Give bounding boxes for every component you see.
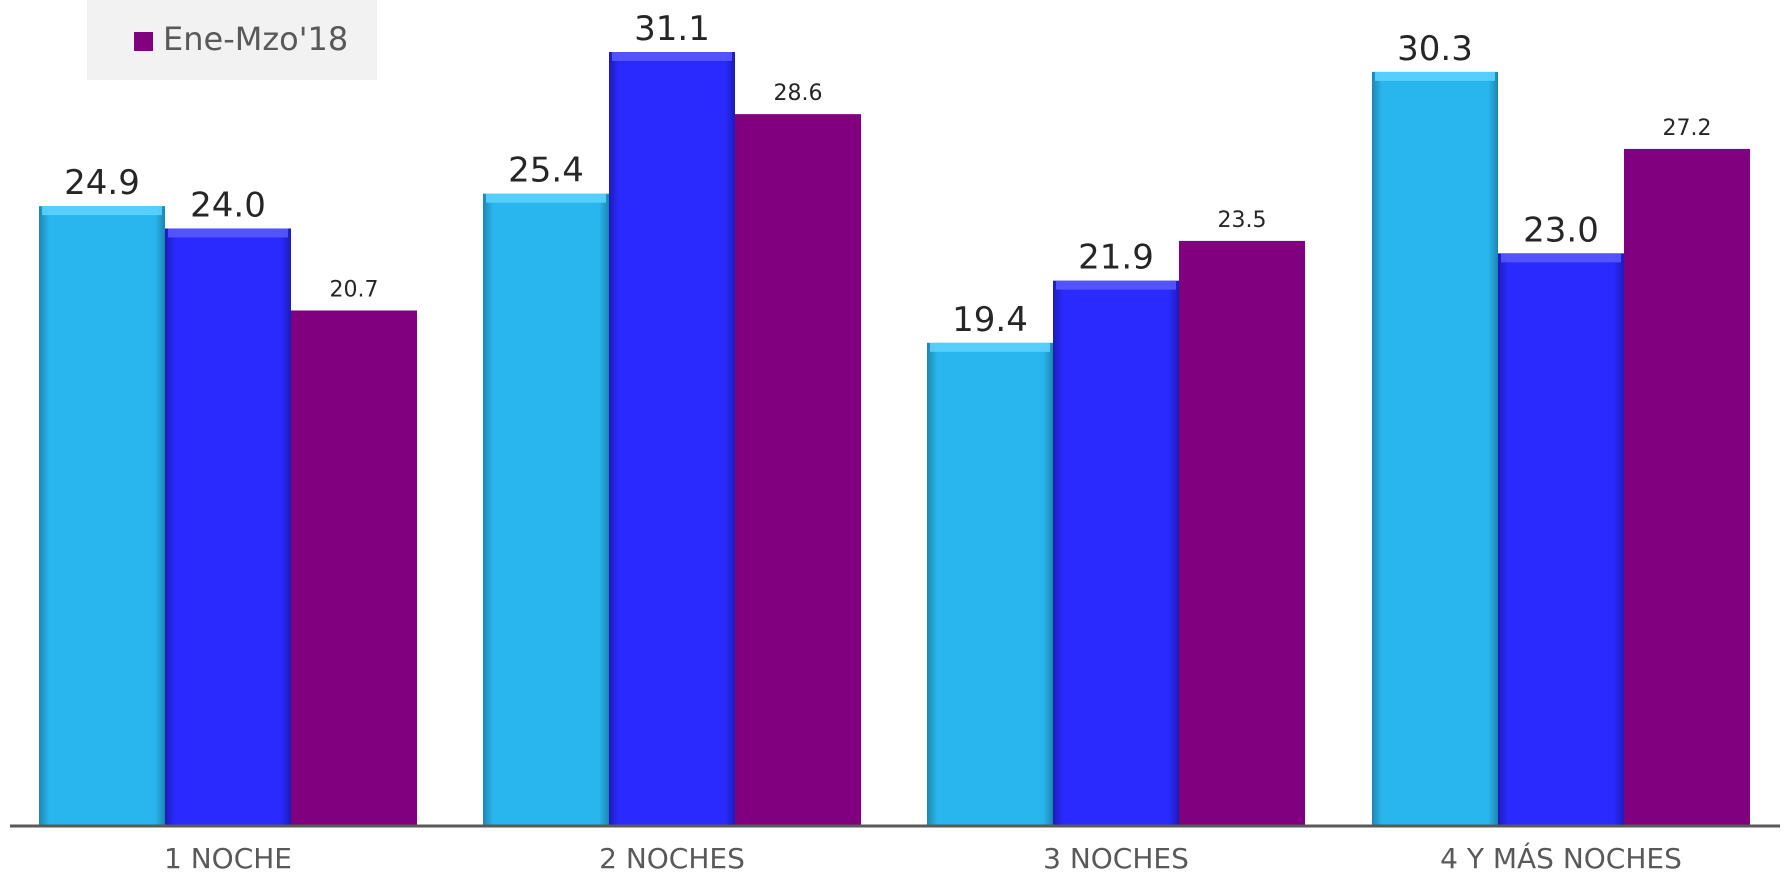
data-label-4-y-mas-noches-series-1: 30.3 — [1397, 29, 1473, 69]
bar-1-noche-series-1 — [39, 206, 165, 825]
bar-4-y-mas-noches-series-2 — [1498, 253, 1624, 825]
legend-swatch-ene-mzo-18 — [134, 32, 153, 51]
bar-2-noches-series-3 — [735, 114, 861, 826]
bar-4-y-mas-noches-series-3 — [1624, 148, 1750, 826]
legend-label-ene-mzo-18: Ene-Mzo'18 — [163, 20, 349, 58]
bar-bevel-3-noches-series-1 — [930, 342, 1050, 352]
data-label-3-noches-series-1: 19.4 — [952, 300, 1028, 340]
bar-3-noches-series-1 — [927, 342, 1053, 825]
data-labels: 24.9 24.0 20.7 25.4 31.1 28.6 19.4 21.9 23.5 30.3… — [64, 9, 1711, 340]
bar-2-noches-series-2 — [609, 52, 735, 825]
bar-1-noche-series-2 — [165, 228, 291, 826]
data-label-1-noche-series-3: 20.7 — [330, 277, 379, 302]
x-tick-label-2-noches: 2 NOCHES — [599, 842, 745, 875]
bar-bevel-1-noche-series-2 — [168, 228, 288, 238]
bar-4-y-mas-noches-series-1 — [1372, 71, 1498, 825]
bar-3-noches-series-2 — [1053, 280, 1179, 825]
data-label-1-noche-series-2: 24.0 — [190, 185, 266, 225]
x-tick-label-1-noche: 1 NOCHE — [164, 842, 292, 875]
bar-3-noches-series-3 — [1179, 240, 1305, 825]
data-label-4-y-mas-noches-series-2: 23.0 — [1523, 210, 1599, 250]
data-label-2-noches-series-3: 28.6 — [774, 81, 823, 106]
data-label-1-noche-series-1: 24.9 — [64, 163, 140, 203]
data-label-3-noches-series-2: 21.9 — [1078, 238, 1154, 278]
data-label-2-noches-series-2: 31.1 — [634, 9, 710, 49]
bar-bevel-4-y-mas-noches-series-1 — [1375, 71, 1495, 81]
x-tick-label-3-noches: 3 NOCHES — [1043, 842, 1189, 875]
data-label-2-noches-series-1: 25.4 — [508, 151, 584, 191]
bar-bevel-1-noche-series-1 — [42, 206, 162, 216]
x-tick-labels: 1 NOCHE 2 NOCHES 3 NOCHES 4 Y MÁS NOCHES — [164, 841, 1682, 875]
bar-bevel-2-noches-series-1 — [486, 193, 606, 203]
bar-bevel-4-y-mas-noches-series-2 — [1501, 253, 1621, 263]
legend: Ene-Mzo'18 — [87, 0, 377, 80]
x-tick-label-4-y-mas-noches: 4 Y MÁS NOCHES — [1440, 841, 1682, 875]
data-label-3-noches-series-3: 23.5 — [1218, 208, 1267, 233]
bar-bevel-2-noches-series-2 — [612, 52, 732, 61]
bar-1-noche-series-3 — [291, 310, 417, 825]
bar-bevel-3-noches-series-2 — [1056, 280, 1176, 290]
bar-2-noches-series-1 — [483, 193, 609, 826]
data-label-4-y-mas-noches-series-3: 27.2 — [1663, 116, 1712, 141]
bars — [39, 52, 1750, 826]
